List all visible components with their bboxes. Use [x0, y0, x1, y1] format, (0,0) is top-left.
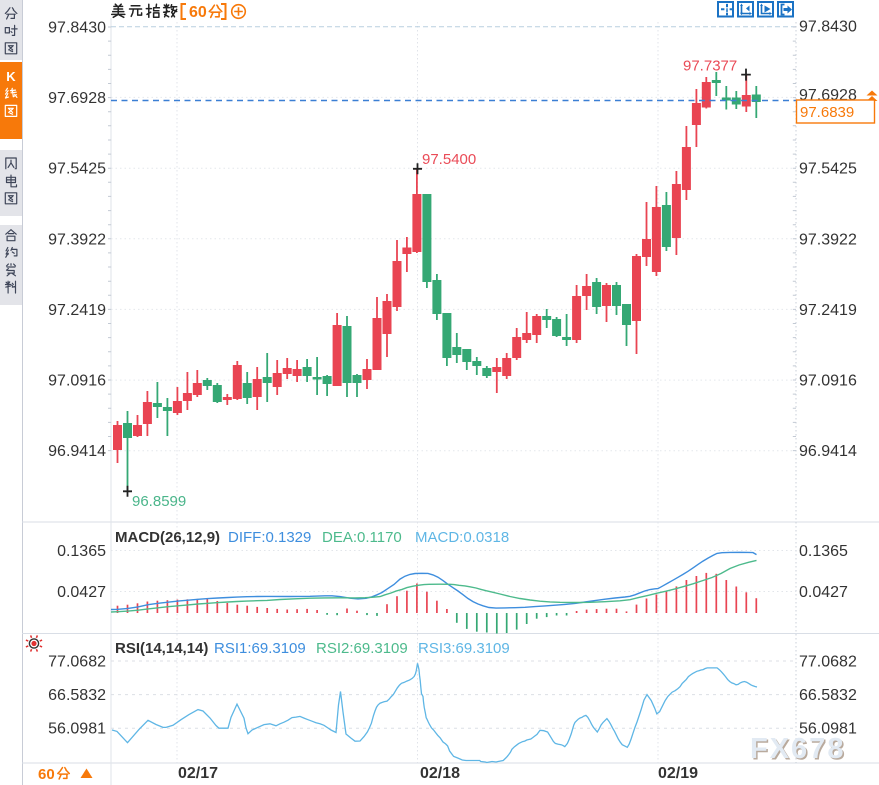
svg-text:97.8430: 97.8430 [799, 19, 857, 36]
svg-text:FX678: FX678 [752, 735, 847, 767]
svg-text:02/18: 02/18 [420, 765, 460, 782]
svg-text:RSI2:69.3109: RSI2:69.3109 [316, 640, 408, 657]
svg-text:77.0682: 77.0682 [799, 654, 857, 671]
svg-text:77.0682: 77.0682 [48, 654, 106, 671]
svg-text:96.9414: 96.9414 [799, 443, 857, 460]
svg-text:DIFF:0.1329: DIFF:0.1329 [228, 529, 311, 546]
svg-text:02/19: 02/19 [658, 765, 698, 782]
svg-text:96.8599: 96.8599 [132, 493, 186, 510]
svg-text:66.5832: 66.5832 [799, 687, 857, 704]
svg-text:97.5400: 97.5400 [422, 151, 476, 168]
svg-text:96.9414: 96.9414 [48, 443, 106, 460]
svg-text:0.1365: 0.1365 [57, 543, 106, 560]
svg-text:RSI(14,14,14): RSI(14,14,14) [115, 640, 208, 657]
svg-text:02/17: 02/17 [178, 765, 218, 782]
svg-text:66.5832: 66.5832 [48, 687, 106, 704]
svg-text:97.2419: 97.2419 [48, 302, 106, 319]
svg-text:97.6839: 97.6839 [800, 104, 854, 121]
svg-text:97.3922: 97.3922 [48, 231, 106, 248]
svg-text:RSI3:69.3109: RSI3:69.3109 [418, 640, 510, 657]
svg-text:RSI1:69.3109: RSI1:69.3109 [214, 640, 306, 657]
svg-text:97.2419: 97.2419 [799, 302, 857, 319]
svg-text:K: K [6, 69, 16, 84]
svg-text:56.0981: 56.0981 [799, 721, 857, 738]
svg-text:97.0916: 97.0916 [799, 373, 857, 390]
svg-text:0.0427: 0.0427 [57, 584, 106, 601]
svg-text:97.5425: 97.5425 [799, 161, 857, 178]
svg-text:60: 60 [189, 4, 207, 21]
svg-text:97.0916: 97.0916 [48, 373, 106, 390]
svg-text:97.3922: 97.3922 [799, 231, 857, 248]
svg-text:0.0427: 0.0427 [799, 584, 848, 601]
svg-text:97.8430: 97.8430 [48, 20, 106, 37]
svg-text:97.5425: 97.5425 [48, 161, 106, 178]
svg-text:MACD(26,12,9): MACD(26,12,9) [115, 529, 220, 546]
svg-text:97.7377: 97.7377 [683, 58, 737, 75]
svg-text:DEA:0.1170: DEA:0.1170 [322, 529, 402, 546]
svg-text:97.6928: 97.6928 [48, 90, 106, 107]
svg-text:56.0981: 56.0981 [48, 721, 106, 738]
svg-text:0.1365: 0.1365 [799, 543, 848, 560]
svg-text:60: 60 [38, 766, 55, 783]
svg-text:FX678: FX678 [750, 733, 845, 765]
svg-text:MACD:0.0318: MACD:0.0318 [415, 529, 509, 546]
